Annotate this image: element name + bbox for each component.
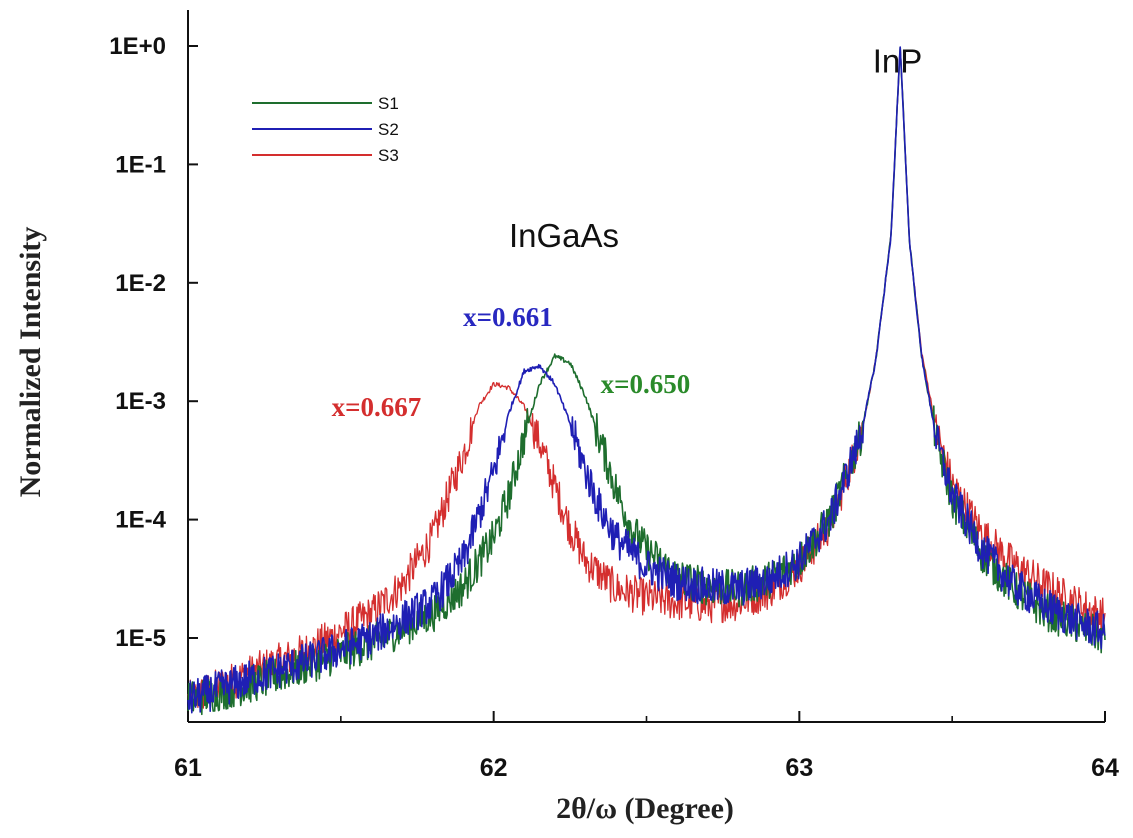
annotations: InP InGaAs x=0.661 x=0.650 x=0.667 [332, 42, 923, 422]
legend-label-s3: S3 [378, 146, 399, 165]
annotation-x-0-650: x=0.650 [601, 369, 691, 399]
x-tick-label: 63 [785, 754, 813, 782]
annotation-ingaas: InGaAs [509, 217, 619, 254]
legend-label-s1: S1 [378, 94, 399, 113]
y-tick-label: 1E-1 [115, 151, 166, 178]
series-line-s1 [187, 46, 1106, 717]
annotation-inp: InP [873, 42, 923, 79]
y-tick-label: 1E-3 [115, 388, 166, 415]
x-tick-label: 64 [1091, 754, 1119, 782]
legend: S1 S2 S3 [252, 94, 399, 165]
x-tick-label: 62 [480, 754, 508, 782]
y-axis-title: Normalized Intensity [14, 227, 47, 498]
series-layer [187, 46, 1106, 717]
y-tick-label: 1E-4 [115, 507, 166, 534]
ticks-layer: 61 62 63 64 1E+0 1E-1 1E-2 1E-3 1E-4 1E-5 [109, 33, 1119, 782]
series-line-s2 [187, 46, 1106, 714]
x-axis-title: 2θ/ω (Degree) [556, 792, 734, 825]
y-tick-label: 1E+0 [109, 33, 166, 60]
y-tick-label: 1E-5 [115, 625, 166, 652]
plot-frame [187, 10, 1105, 723]
y-tick-label: 1E-2 [115, 270, 166, 297]
annotation-x-0-661: x=0.661 [463, 302, 553, 332]
legend-label-s2: S2 [378, 120, 399, 139]
x-tick-label: 61 [174, 754, 202, 782]
annotation-x-0-667: x=0.667 [332, 392, 422, 422]
